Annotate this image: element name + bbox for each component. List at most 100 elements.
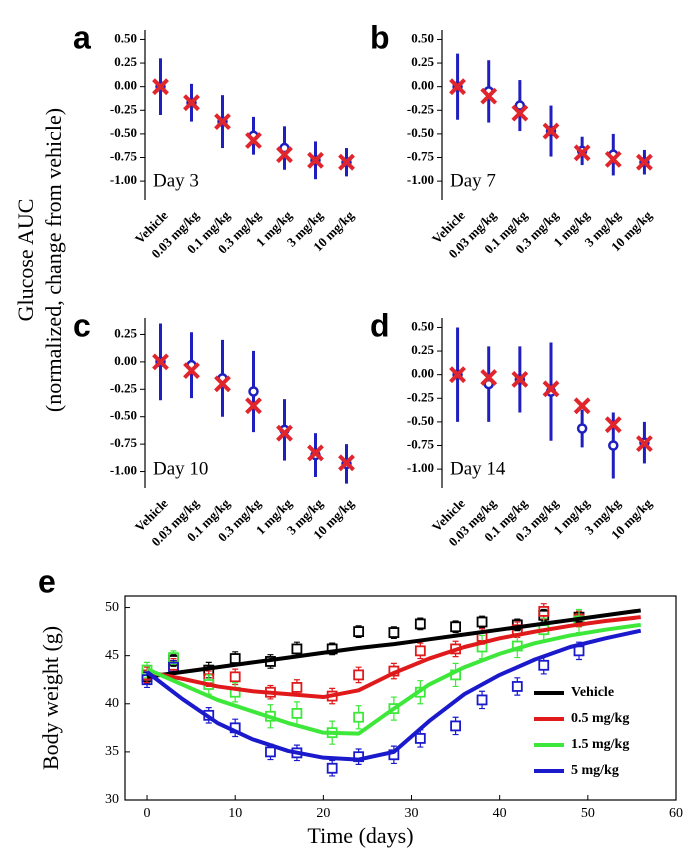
- model-point: [276, 146, 293, 164]
- data-point: [450, 720, 462, 732]
- error-bar: [205, 707, 212, 724]
- panel-label: a: [73, 19, 91, 55]
- y-tick-label: 0.00: [114, 353, 137, 368]
- model-point: [573, 144, 591, 162]
- data-point: [326, 762, 338, 774]
- y-tick-label: -0.50: [110, 125, 137, 140]
- annotation: Day 7: [450, 170, 496, 191]
- y-tick-label: 0.00: [411, 366, 434, 381]
- y-tick-label: -0.50: [110, 408, 137, 423]
- data-point: [353, 711, 365, 723]
- error-bar: [452, 662, 459, 688]
- error-bar: [514, 677, 521, 696]
- x-tick-label: 0: [144, 806, 151, 821]
- model-point: [152, 353, 169, 371]
- error-bar: [417, 729, 424, 748]
- data-point: [388, 627, 400, 638]
- model-point: [245, 397, 262, 415]
- y-tick-label: -0.25: [110, 101, 138, 116]
- data-point: [538, 605, 550, 617]
- error-bar: [329, 720, 336, 745]
- model-point: [511, 370, 529, 388]
- model-point: [183, 362, 200, 380]
- model-point: [307, 444, 324, 462]
- model-point: [214, 375, 231, 393]
- y-tick-label: 0.25: [411, 54, 434, 69]
- fit-line: [146, 615, 641, 700]
- data-point: [353, 669, 365, 681]
- model-point: [245, 132, 262, 149]
- x-tick-label: 50: [581, 806, 595, 821]
- error-bar: [329, 759, 336, 777]
- data-point: [291, 643, 303, 655]
- y-tick-label: -1.00: [407, 460, 434, 475]
- model-point: [604, 150, 622, 168]
- y-tick-label: -0.50: [407, 413, 434, 428]
- y-tick-label: -0.25: [407, 389, 435, 404]
- y-tick-label: -1.00: [110, 172, 137, 187]
- fit-line: [145, 628, 642, 762]
- data-point: [476, 694, 488, 706]
- model-point: [573, 397, 591, 415]
- model-point: [338, 454, 355, 472]
- error-bar: [293, 701, 300, 726]
- model-point: [152, 78, 169, 96]
- error-bar: [479, 634, 486, 660]
- model-point: [604, 416, 622, 434]
- annotation: Day 3: [153, 170, 199, 191]
- x-axis-label: Time (days): [307, 823, 413, 848]
- x-tick-label: 40: [493, 806, 507, 821]
- panel-label: e: [38, 563, 56, 599]
- error-bar: [355, 748, 362, 765]
- error-bar: [355, 705, 362, 730]
- error-bar: [417, 642, 424, 660]
- data-point: [511, 681, 523, 692]
- y-tick-label: 0.50: [411, 30, 434, 45]
- error-bar: [355, 666, 362, 684]
- data-point: [414, 645, 426, 657]
- legend-label: 1.5 mg/kg: [571, 737, 629, 752]
- y-tick-label: 30: [105, 792, 119, 807]
- data-point: [229, 671, 241, 683]
- y-tick-label: -0.75: [407, 436, 435, 451]
- data-point: [291, 682, 303, 693]
- x-tick-label: 60: [669, 806, 683, 821]
- y-tick-label: 50: [105, 600, 119, 615]
- error-bar: [390, 745, 397, 765]
- y-tick-label: 0.50: [114, 30, 137, 45]
- observed-point: [608, 440, 619, 451]
- x-tick-label: 30: [405, 806, 419, 821]
- observed-point: [514, 100, 526, 111]
- x-tick-label: 20: [316, 806, 330, 821]
- error-bar: [232, 682, 239, 703]
- error-bar: [417, 680, 424, 705]
- model-point: [307, 151, 324, 169]
- error-bar: [576, 608, 583, 634]
- y-tick-label: 35: [105, 744, 119, 759]
- model-point: [338, 153, 355, 171]
- y-tick-label: -1.00: [110, 463, 137, 478]
- data-point: [388, 703, 400, 714]
- data-point: [265, 746, 276, 758]
- y-tick-label: 0.00: [411, 78, 434, 93]
- y-tick-label: 0.25: [411, 342, 434, 357]
- y-tick-label: -0.75: [110, 148, 138, 163]
- data-point: [538, 659, 550, 671]
- y-tick-label: -0.75: [407, 148, 435, 163]
- fit-line: [146, 622, 642, 736]
- error-bar: [144, 666, 151, 684]
- data-point: [229, 653, 241, 664]
- error-bar: [329, 687, 336, 705]
- model-point: [636, 153, 653, 171]
- y-tick-label: 0.25: [114, 325, 137, 340]
- y-tick-label: -0.50: [407, 125, 434, 140]
- y-tick-label: 45: [105, 648, 119, 663]
- annotation: Day 10: [153, 458, 208, 479]
- data-point: [291, 707, 303, 719]
- error-bar: [452, 716, 459, 736]
- error-bar: [267, 684, 274, 700]
- model-point: [276, 424, 293, 442]
- legend-label: 5 mg/kg: [571, 763, 619, 778]
- y-tick-label: -1.00: [407, 172, 434, 187]
